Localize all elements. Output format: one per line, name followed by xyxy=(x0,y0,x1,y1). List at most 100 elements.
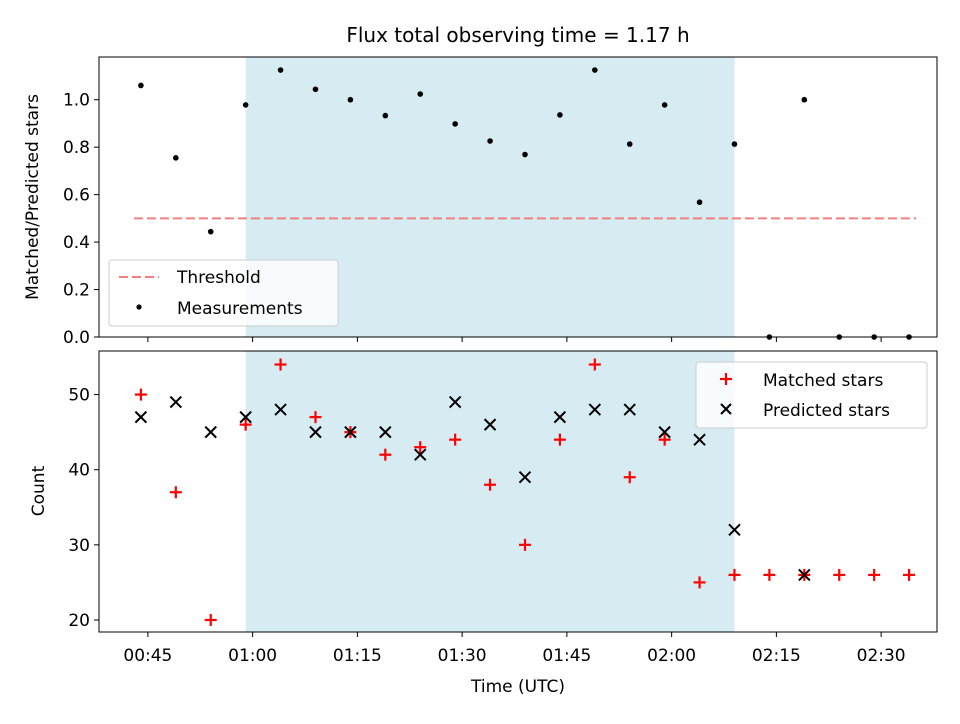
matched-point-5 xyxy=(309,411,322,424)
x-tick-label-5: 02:00 xyxy=(647,646,696,666)
predicted-point-9-b xyxy=(448,395,462,409)
legend-measurements-swatch xyxy=(136,304,142,310)
matched-point-16 xyxy=(693,576,706,589)
x-tick-label-6: 02:15 xyxy=(752,646,801,666)
matched-point-22 xyxy=(903,568,916,581)
measurement-point-10 xyxy=(487,138,493,144)
measurement-point-6 xyxy=(347,96,354,103)
x-tick-label-4: 01:45 xyxy=(542,646,591,666)
top-y-tick-label-4: 0.8 xyxy=(63,138,90,158)
predicted-point-13 xyxy=(588,403,602,416)
predicted-point-2-b xyxy=(204,425,217,439)
predicted-point-8 xyxy=(414,448,427,461)
matched-point-15 xyxy=(658,433,671,446)
x-tick-label-3: 01:30 xyxy=(438,646,487,666)
predicted-point-1-b xyxy=(169,395,183,409)
bottom-legend: Matched stars Predicted stars xyxy=(695,361,928,429)
matched-point-13 xyxy=(588,358,601,371)
matched-star-points xyxy=(134,358,916,626)
top-y-tick-label-5: 1.0 xyxy=(63,91,90,111)
measurement-point-4 xyxy=(277,67,284,73)
measurement-point-8 xyxy=(417,91,424,97)
bottom-shaded-region xyxy=(245,351,735,632)
legend-predicted-swatch xyxy=(720,403,732,415)
predicted-point-8-b xyxy=(414,448,427,461)
matched-point-11 xyxy=(518,538,531,551)
top-panel: 0.0 0.2 0.4 0.6 0.8 1.0 Flux total observing … xyxy=(23,23,938,348)
x-tick-label-1: 01:00 xyxy=(228,646,277,666)
x-axis-label: Time (UTC) xyxy=(470,677,565,697)
bottom-y-tick-label-3: 50 xyxy=(68,386,90,406)
bottom-y-tick-label-0: 20 xyxy=(68,611,90,631)
predicted-point-3 xyxy=(239,410,252,424)
predicted-point-16 xyxy=(693,433,706,446)
predicted-point-12-b xyxy=(553,410,567,424)
x-tick-label-7: 02:30 xyxy=(857,646,906,666)
measurement-point-16 xyxy=(696,199,703,206)
predicted-star-points xyxy=(134,395,811,582)
top-y-ticks: 0.0 0.2 0.4 0.6 0.8 1.0 xyxy=(63,91,99,348)
matched-point-0 xyxy=(134,388,147,401)
measurement-point-2 xyxy=(207,228,214,235)
top-legend-box xyxy=(108,259,339,327)
matched-point-1 xyxy=(169,486,182,499)
bottom-y-tick-label-2: 40 xyxy=(68,461,90,481)
predicted-point-17-b xyxy=(728,523,741,537)
measurement-point-7 xyxy=(382,112,389,119)
matched-point-3 xyxy=(239,418,252,431)
matched-point-14 xyxy=(623,471,636,484)
predicted-point-9 xyxy=(448,395,462,409)
predicted-point-5 xyxy=(309,425,322,439)
top-y-tick-label-3: 0.6 xyxy=(63,186,90,206)
top-legend: Threshold Measurements xyxy=(108,259,339,327)
matched-point-20 xyxy=(833,568,846,581)
predicted-point-7-b xyxy=(379,425,392,439)
matched-point-12 xyxy=(553,433,566,446)
bottom-legend-box xyxy=(695,361,928,429)
predicted-point-2 xyxy=(204,425,217,439)
top-y-axis-label: Matched/Predicted stars xyxy=(23,94,43,300)
predicted-point-3-b xyxy=(239,410,252,424)
predicted-point-6-b xyxy=(344,425,357,439)
measurement-point-17 xyxy=(731,141,738,147)
matched-point-21 xyxy=(868,568,881,581)
measurement-point-14 xyxy=(626,141,633,147)
top-chart-title: Flux total observing time = 1.17 h xyxy=(346,23,689,47)
measurement-point-12 xyxy=(557,112,563,118)
predicted-point-15 xyxy=(658,425,671,439)
predicted-point-17 xyxy=(728,523,741,537)
bottom-x-ticks: 00:45 01:00 01:15 01:30 01:45 02:00 02:15 02:30 xyxy=(123,632,906,666)
predicted-point-14 xyxy=(623,403,636,416)
top-y-tick-label-2: 0.4 xyxy=(63,233,90,253)
bottom-y-tick-label-1: 30 xyxy=(68,536,90,556)
predicted-point-12 xyxy=(553,410,567,424)
legend-threshold-label: Threshold xyxy=(176,268,261,288)
top-y-tick-label-1: 0.2 xyxy=(63,281,90,301)
predicted-point-10-b xyxy=(483,418,497,431)
measurement-point-13 xyxy=(592,67,598,73)
top-y-tick-label-0: 0.0 xyxy=(63,328,90,348)
matched-point-2 xyxy=(204,613,217,626)
matched-point-8 xyxy=(414,441,427,454)
predicted-point-15-b xyxy=(658,425,671,439)
matched-point-9 xyxy=(449,433,462,446)
measurement-point-0 xyxy=(138,82,144,89)
matched-point-18 xyxy=(763,568,776,581)
measurement-point-5 xyxy=(312,86,319,93)
predicted-point-18 xyxy=(798,568,811,582)
measurement-point-3 xyxy=(242,102,249,108)
predicted-point-18-b xyxy=(798,568,811,582)
measurement-point-15 xyxy=(661,102,668,108)
legend-matched-label: Matched stars xyxy=(763,371,883,391)
bottom-y-axis-label: Count xyxy=(29,465,49,516)
predicted-point-4-b xyxy=(274,403,287,416)
matched-point-7 xyxy=(379,448,392,461)
predicted-point-13-b xyxy=(588,403,602,416)
legend-matched-swatch xyxy=(720,373,732,385)
measurement-point-19 xyxy=(801,96,808,103)
top-x-ticks xyxy=(147,337,882,342)
top-axes-frame xyxy=(98,56,938,338)
predicted-point-4 xyxy=(274,403,287,416)
